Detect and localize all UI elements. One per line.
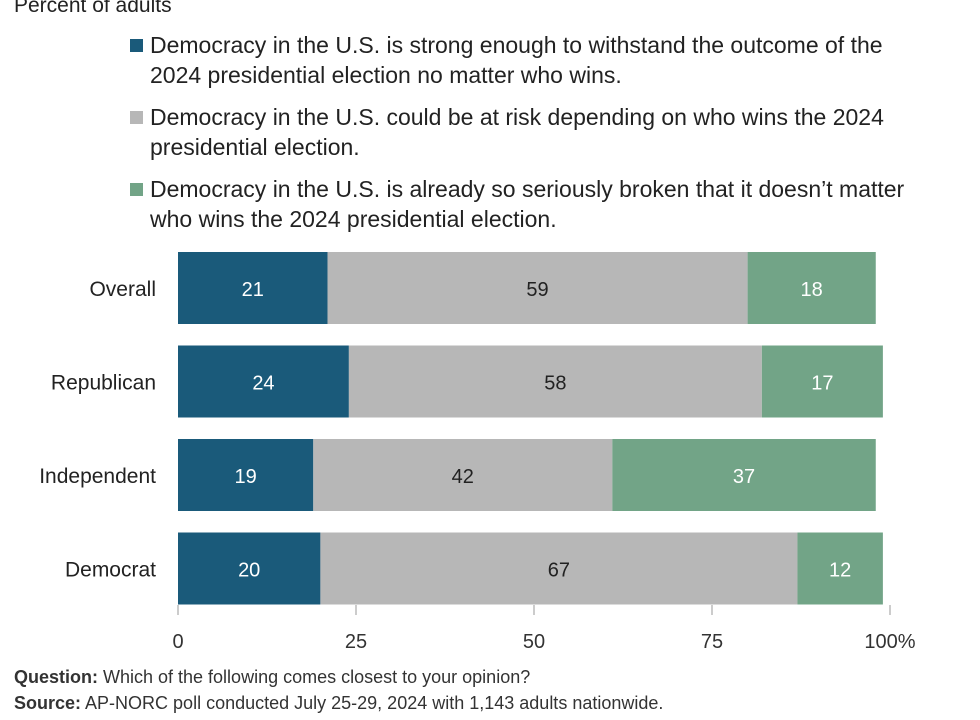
x-tick-label-100: 100%	[864, 631, 915, 653]
source-text: AP-NORC poll conducted July 25-29, 2024 …	[81, 693, 664, 713]
legend-label-strong: Democracy in the U.S. is strong enough t…	[150, 32, 883, 88]
legend-label-at-risk: Democracy in the U.S. could be at risk d…	[150, 104, 884, 160]
data-label-republican-strong: 24	[252, 373, 274, 395]
data-label-republican-at-risk: 58	[544, 373, 566, 395]
data-label-overall-broken: 18	[801, 279, 823, 301]
data-label-independent-broken: 37	[733, 466, 755, 488]
chart-footer: Question: Which of the following comes c…	[14, 664, 663, 716]
data-label-independent-strong: 19	[235, 466, 257, 488]
bar-overall-at-risk	[327, 252, 748, 324]
data-label-overall-strong: 21	[242, 279, 264, 301]
bar-democrat-strong	[178, 532, 321, 605]
legend-swatch-at-risk	[130, 111, 143, 124]
bar-republican-broken	[761, 345, 883, 418]
question-text: Which of the following comes closest to …	[98, 667, 531, 687]
data-label-democrat-at-risk: 67	[548, 560, 570, 582]
legend-item-at-risk: Democracy in the U.S. could be at risk d…	[130, 102, 930, 162]
bar-overall-strong	[178, 252, 328, 324]
x-tick-label-0: 0	[172, 631, 183, 653]
bar-independent-at-risk	[313, 439, 613, 511]
bar-overall-broken	[747, 252, 876, 324]
legend-swatch-broken	[130, 183, 143, 196]
bar-democrat-broken	[797, 532, 883, 605]
data-label-overall-at-risk: 59	[526, 279, 548, 301]
category-label-overall: Overall	[89, 278, 156, 301]
chart-legend: Democracy in the U.S. is strong enough t…	[130, 30, 930, 246]
source-label: Source:	[14, 693, 82, 713]
data-label-independent-at-risk: 42	[452, 466, 474, 488]
x-tick-label-75: 75	[701, 631, 723, 653]
category-label-independent: Independent	[39, 465, 156, 488]
bar-republican-at-risk	[348, 345, 762, 418]
data-label-democrat-strong: 20	[238, 560, 260, 582]
x-tick-label-50: 50	[523, 631, 545, 653]
legend-item-strong: Democracy in the U.S. is strong enough t…	[130, 30, 930, 90]
data-label-democrat-broken: 12	[829, 560, 851, 582]
bar-republican-strong	[178, 345, 349, 418]
question-label: Question:	[14, 667, 98, 687]
x-tick-label-25: 25	[345, 631, 367, 653]
bar-democrat-at-risk	[320, 532, 798, 605]
legend-label-broken: Democracy in the U.S. is already so seri…	[150, 176, 905, 232]
chart-subtitle: Percent of adults	[14, 0, 172, 17]
bar-independent-broken	[612, 439, 876, 511]
data-label-republican-broken: 17	[811, 373, 833, 395]
category-label-democrat: Democrat	[65, 559, 156, 582]
legend-swatch-strong	[130, 39, 143, 52]
source-note: Source: AP-NORC poll conducted July 25-2…	[14, 690, 663, 716]
question-note: Question: Which of the following comes c…	[14, 664, 663, 690]
legend-item-broken: Democracy in the U.S. is already so seri…	[130, 174, 930, 234]
bar-independent-strong	[178, 439, 314, 511]
category-label-republican: Republican	[51, 372, 156, 395]
